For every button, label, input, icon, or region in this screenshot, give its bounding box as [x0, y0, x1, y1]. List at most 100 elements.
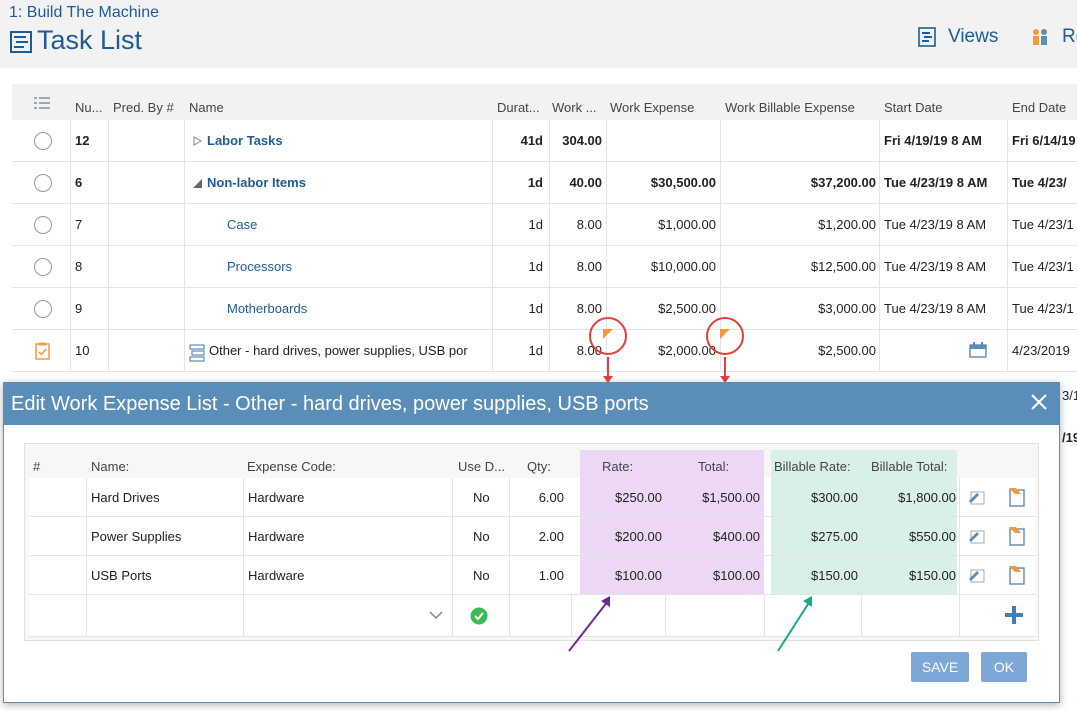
col-end-date[interactable]: End Date	[1012, 100, 1067, 115]
row-number: 9	[75, 301, 83, 316]
work-billable	[720, 120, 876, 162]
expense-arrow	[603, 357, 613, 383]
billable-total: $1,800.00	[898, 490, 956, 505]
work-expense: $10,000.00	[650, 259, 716, 274]
col-work-expense[interactable]: Work Expense	[610, 100, 695, 115]
close-icon[interactable]	[1029, 392, 1049, 412]
work-billable: $1,200.00	[818, 217, 876, 232]
expense-table: # Name: Expense Code: Use D... Qty: Rate…	[24, 443, 1039, 641]
expense-list-icon	[189, 344, 205, 362]
expense-row[interactable]: USB Ports Hardware No 1.00 $100.00 $100.…	[29, 556, 1036, 595]
end-date: 4/23/2019	[1012, 343, 1070, 358]
hidden-row-peek: /19	[1062, 430, 1077, 445]
task-grid: Nu... Pred. By # Name Durat... Work ... …	[12, 84, 1077, 372]
purple-annotation-arrow	[568, 596, 610, 652]
billable-arrow	[720, 357, 730, 383]
expense-row[interactable]: Power Supplies Hardware No 2.00 $200.00 …	[29, 517, 1036, 556]
row-select-radio[interactable]	[34, 132, 52, 150]
row-select-radio[interactable]	[34, 300, 52, 318]
col-work-billable-expense[interactable]: Work Billable Expense	[725, 100, 855, 115]
qty[interactable]: 6.00	[538, 490, 564, 505]
table-row[interactable]: 10 Other - hard drives, power supplies, …	[12, 330, 1077, 372]
end-date: Tue 4/23/1	[1012, 259, 1074, 274]
rate[interactable]: $250.00	[615, 490, 662, 505]
row-select-radio[interactable]	[34, 216, 52, 234]
expense-code[interactable]: Hardware	[248, 529, 305, 544]
expand-icon[interactable]	[193, 136, 202, 146]
add-icon[interactable]	[1004, 605, 1024, 625]
row-number: 12	[75, 133, 90, 148]
table-row[interactable]: 7 Case 1d 8.00 $1,000.00 $1,200.00 Tue 4…	[12, 204, 1077, 246]
check-circle-icon[interactable]	[470, 607, 488, 625]
col-pred[interactable]: Pred. By #	[113, 100, 174, 115]
ok-button[interactable]: OK	[981, 652, 1027, 682]
table-row[interactable]: 8 Processors 1d 8.00 $10,000.00 $12,500.…	[12, 246, 1077, 288]
clipboard-icon[interactable]	[35, 342, 50, 360]
col-work[interactable]: Work ...	[552, 100, 597, 115]
qty[interactable]: 1.00	[538, 568, 564, 583]
views-button[interactable]: Views	[918, 24, 998, 50]
use-default[interactable]: No	[473, 490, 490, 505]
col-start-date[interactable]: Start Date	[884, 100, 943, 115]
copy-icon[interactable]	[1007, 564, 1027, 586]
task-name[interactable]: Other - hard drives, power supplies, USB…	[209, 343, 468, 358]
modal-title: Edit Work Expense List - Other - hard dr…	[11, 393, 649, 415]
expense-code[interactable]: Hardware	[248, 568, 305, 583]
billable-flag-icon[interactable]	[720, 329, 730, 339]
col-qty: Qty:	[527, 459, 551, 474]
billable-rate[interactable]: $300.00	[811, 490, 858, 505]
people-icon	[1033, 29, 1047, 45]
task-name[interactable]: Labor Tasks	[207, 133, 283, 148]
edit-note-icon[interactable]	[967, 488, 987, 506]
task-name[interactable]: Motherboards	[227, 301, 308, 316]
col-duration[interactable]: Durat...	[497, 100, 540, 115]
resources-button[interactable]: Re	[1030, 24, 1077, 50]
edit-note-icon[interactable]	[967, 527, 987, 545]
col-total: Total:	[698, 459, 730, 474]
col-billable-rate: Billable Rate:	[774, 459, 851, 474]
expense-name[interactable]: Power Supplies	[91, 529, 182, 544]
col-rate: Rate:	[602, 459, 634, 474]
use-default[interactable]: No	[473, 529, 490, 544]
row-select-radio[interactable]	[34, 174, 52, 192]
total: $400.00	[713, 529, 760, 544]
expense-marker-circle	[589, 317, 627, 355]
expense-flag-icon[interactable]	[603, 329, 613, 339]
table-row[interactable]: 6 Non-labor Items 1d 40.00 $30,500.00 $3…	[12, 162, 1077, 204]
work-billable[interactable]: $2,500.00	[818, 343, 876, 358]
collapse-icon[interactable]	[193, 179, 203, 188]
row-select-radio[interactable]	[34, 258, 52, 276]
task-name[interactable]: Processors	[227, 259, 293, 274]
expense-row[interactable]: Hard Drives Hardware No 6.00 $250.00 $1,…	[29, 478, 1036, 517]
use-default[interactable]: No	[473, 568, 490, 583]
expense-name[interactable]: USB Ports	[91, 568, 152, 583]
start-date: Tue 4/23/19 8 AM	[884, 301, 987, 316]
copy-icon[interactable]	[1007, 525, 1027, 547]
expense-code[interactable]: Hardware	[248, 490, 305, 505]
calendar-icon[interactable]	[969, 342, 987, 358]
column-chooser-icon[interactable]	[34, 96, 50, 110]
work: 8.00	[576, 301, 602, 316]
end-date: Tue 4/23/1	[1012, 301, 1074, 316]
rate[interactable]: $200.00	[615, 529, 662, 544]
task-name[interactable]: Case	[227, 217, 258, 232]
breadcrumb[interactable]: 1: Build The Machine	[9, 4, 160, 21]
save-button[interactable]: SAVE	[911, 652, 969, 682]
task-name[interactable]: Non-labor Items	[207, 175, 306, 190]
work-expense[interactable]: $2,000.00	[658, 343, 716, 358]
table-row[interactable]: 9 Motherboards 1d 8.00 $2,500.00 $3,000.…	[12, 288, 1077, 330]
new-expense-row[interactable]	[29, 595, 1036, 637]
chevron-down-icon[interactable]	[429, 611, 443, 620]
edit-note-icon[interactable]	[967, 566, 987, 584]
col-number[interactable]: Nu...	[75, 100, 103, 115]
copy-icon[interactable]	[1007, 486, 1027, 508]
total: $1,500.00	[702, 490, 760, 505]
billable-rate[interactable]: $275.00	[811, 529, 858, 544]
col-name[interactable]: Name	[189, 100, 224, 115]
expense-name[interactable]: Hard Drives	[91, 490, 160, 505]
qty[interactable]: 2.00	[538, 529, 564, 544]
billable-rate[interactable]: $150.00	[811, 568, 858, 583]
work: 8.00	[576, 217, 602, 232]
rate[interactable]: $100.00	[615, 568, 662, 583]
table-row[interactable]: 12 Labor Tasks 41d 304.00 Fri 4/19/19 8 …	[12, 120, 1077, 162]
